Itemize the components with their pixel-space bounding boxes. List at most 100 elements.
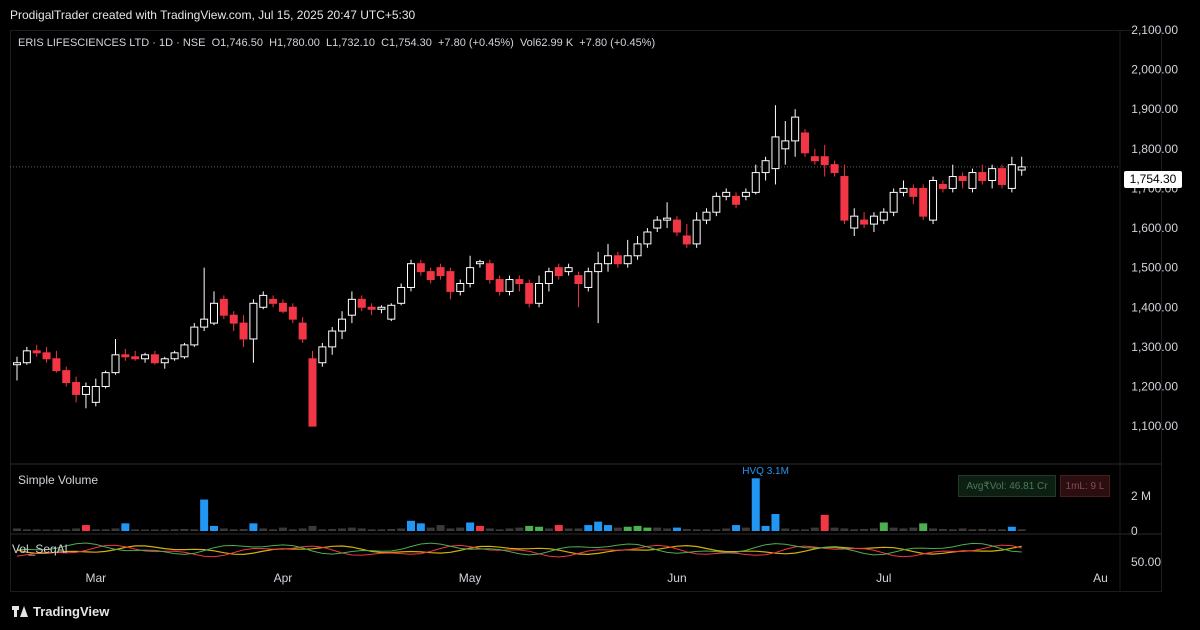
volume-bar: [446, 528, 455, 531]
legend-vol: 62.99 K: [535, 37, 574, 49]
candles: [13, 105, 1026, 427]
candle-body: [446, 271, 455, 292]
legend-high-label: H: [269, 37, 278, 49]
candle-body: [948, 176, 957, 189]
volume-bar: [131, 529, 140, 531]
candle-body: [42, 352, 51, 360]
volume-bar: [160, 529, 169, 531]
chart-grid: [10, 30, 1162, 592]
candle-body: [278, 302, 287, 312]
candle-body: [988, 168, 997, 182]
candle-body: [820, 156, 829, 166]
candle-body: [771, 136, 780, 170]
volume-panel-title[interactable]: Simple Volume: [18, 473, 99, 487]
avg-volume-badge: Avg₹Vol: 46.81 Cr: [958, 475, 1056, 497]
volume-bar: [564, 528, 573, 531]
candle-body: [485, 263, 494, 281]
candle-body: [879, 211, 888, 221]
oscillator-lines: 50.00: [16, 542, 1161, 569]
oscillator-title[interactable]: Vol_SeqAl: [12, 542, 68, 556]
volume-bar: [653, 527, 662, 531]
candle-body: [52, 358, 61, 372]
volume-bar: [544, 528, 553, 531]
candle-body: [791, 116, 800, 142]
candle-body: [682, 235, 691, 245]
volume-bar: [219, 528, 228, 531]
volume-bar: [732, 525, 741, 531]
candle-body: [741, 191, 750, 197]
volume-bar: [308, 525, 317, 531]
volume-bar: [1007, 526, 1016, 531]
candle-body: [761, 160, 770, 174]
candle-body: [623, 255, 632, 265]
candle-body: [810, 156, 819, 162]
candle-body: [338, 318, 347, 332]
volume-bar: [397, 528, 406, 531]
candle-body: [180, 344, 189, 358]
price-chart[interactable]: 2,100.002,000.001,900.001,800.001,700.00…: [0, 0, 1200, 598]
candle-body: [91, 386, 100, 403]
candle-body: [288, 306, 297, 320]
candle-body: [416, 263, 425, 273]
volume-bar: [761, 525, 770, 531]
candle-body: [495, 279, 504, 292]
chart-frame[interactable]: [10, 30, 1162, 592]
candle-body: [554, 267, 563, 277]
volume-bar: [101, 529, 110, 531]
volume-bar: [466, 522, 475, 531]
candle-body: [515, 279, 524, 284]
tradingview-logo[interactable]: TradingView: [12, 604, 109, 619]
volume-bar: [702, 529, 711, 531]
volume-scale-label: 0: [1131, 524, 1138, 538]
volume-bar: [456, 527, 465, 531]
volume-bar: [1017, 529, 1026, 531]
candle-body: [32, 350, 41, 354]
volume-bar: [239, 528, 248, 531]
volume-bar: [436, 525, 445, 531]
legend-low: 1,732.10: [332, 37, 375, 49]
volume-bar: [860, 528, 869, 531]
candle-body: [397, 286, 406, 304]
candle-body: [801, 132, 809, 154]
legend-close: 1,754.30: [389, 37, 432, 49]
candle-body: [938, 183, 947, 189]
price-tick-label: 1,600.00: [1131, 221, 1178, 235]
candle-body: [239, 322, 248, 340]
candle-body: [377, 306, 386, 310]
volume-bar: [52, 529, 61, 531]
candle-body: [574, 275, 583, 285]
volume-bar: [604, 525, 612, 531]
volume-bar: [633, 525, 642, 531]
volume-bar: [22, 529, 31, 531]
volume-bar: [850, 529, 859, 531]
price-tick-label: 1,500.00: [1131, 261, 1178, 275]
volume-bar: [81, 525, 90, 531]
volume-bar: [978, 528, 987, 531]
legend-open: 1,746.50: [220, 37, 263, 49]
candle-body: [584, 271, 593, 288]
volume-bar: [869, 528, 878, 531]
price-tick-label: 1,400.00: [1131, 300, 1178, 314]
volume-bar: [269, 529, 278, 531]
volume-bar: [810, 527, 819, 531]
candle-body: [456, 283, 465, 292]
volume-bar: [515, 527, 524, 531]
time-tick-label: Apr: [274, 571, 293, 585]
volume-bar: [899, 528, 908, 531]
tradingview-icon: [12, 606, 28, 617]
candle-body: [426, 271, 435, 281]
candle-body: [889, 191, 898, 213]
legend-symbol[interactable]: ERIS LIFESCIENCES LTD · 1D · NSE: [18, 37, 206, 49]
header-title: ProdigalTrader created with TradingView.…: [10, 8, 416, 22]
volume-bar: [495, 529, 504, 531]
time-tick-label: May: [459, 571, 482, 585]
time-tick-label: Jul: [876, 571, 891, 585]
volume-bar: [663, 528, 672, 531]
candle-body: [909, 187, 918, 197]
volume-scale-label: 2 M: [1131, 489, 1151, 503]
candle-body: [62, 370, 71, 384]
candle-body: [594, 263, 603, 273]
candle-body: [535, 283, 544, 304]
volume-bar: [150, 529, 159, 531]
legend-low-label: L: [326, 37, 333, 49]
